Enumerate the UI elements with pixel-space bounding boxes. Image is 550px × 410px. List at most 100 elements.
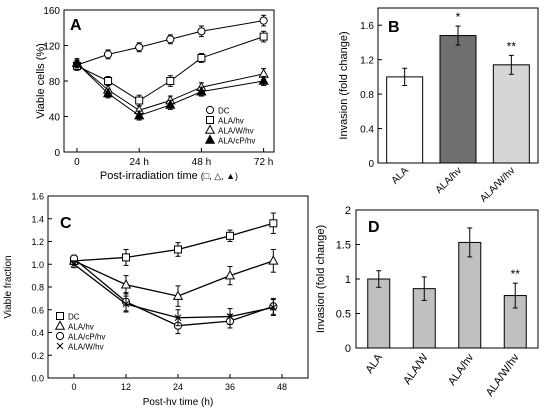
panel-c-series-line-0 bbox=[73, 222, 274, 262]
panel-d-category-label: ALA/W/hv bbox=[484, 351, 522, 398]
panel-a-point bbox=[135, 43, 144, 52]
panel-c-point bbox=[120, 279, 132, 289]
panel-a-xlabel: Post-irradiation time (□, △, ▲) bbox=[100, 170, 238, 182]
panel-c-point bbox=[122, 300, 130, 308]
panel-c-ytick-label: 1.6 bbox=[31, 192, 44, 202]
panel-a-series-line-1 bbox=[76, 36, 264, 102]
panel-d-significance: ** bbox=[511, 267, 521, 281]
panel-b-ylabel: Invasion (fold change) bbox=[338, 31, 350, 139]
panel-a-point bbox=[197, 27, 206, 36]
panel-c-legend-marker-b bbox=[56, 342, 64, 350]
panel-c-point bbox=[226, 313, 234, 320]
panel-c-point-b bbox=[174, 314, 182, 322]
panel-d-bar bbox=[458, 241, 482, 349]
panel-c-legend-marker bbox=[56, 312, 64, 320]
panel-a-point bbox=[135, 96, 144, 105]
panel-a-ytick-label: 0 bbox=[54, 148, 60, 159]
panel-c-ylabel: Viable fraction bbox=[3, 255, 14, 318]
panel-c-series-line-2 bbox=[73, 258, 274, 327]
panel-d-bar bbox=[367, 278, 391, 349]
panel-c-xtick-label: 0 bbox=[71, 382, 76, 392]
panel-c-ytick-label: 0.2 bbox=[31, 351, 44, 361]
panel-d-category-label: ALA/W bbox=[401, 351, 431, 386]
panel-a-point bbox=[259, 32, 268, 41]
panel-c-ytick-label: 1.2 bbox=[31, 237, 44, 247]
panel-a-legend-label: ALA/cP/hv bbox=[218, 137, 255, 146]
panel-a-ytick-label: 80 bbox=[49, 77, 61, 88]
panel-d-category-label: ALA bbox=[363, 351, 385, 375]
panel-a-ylabel: Viable cells (%) bbox=[35, 43, 47, 119]
panel-b-significance: ** bbox=[507, 39, 517, 53]
panel-c-ytick-label: 1.4 bbox=[31, 214, 44, 224]
panel-c-ytick-label: 0.8 bbox=[31, 283, 44, 293]
panel-b-significance: * bbox=[456, 10, 461, 24]
panel-d-ytick-label: 1.5 bbox=[336, 240, 351, 252]
panel-a-point bbox=[166, 35, 175, 44]
panel-c-ytick-label: 0.0 bbox=[31, 374, 44, 384]
panel-c-point bbox=[224, 269, 236, 280]
panel-c-point bbox=[172, 290, 184, 300]
panel-c-legend-label: ALA/W/hv bbox=[68, 343, 104, 352]
panel-d-ytick-label: 0 bbox=[345, 343, 351, 355]
panel-a-xtick-label: 48 h bbox=[192, 157, 211, 168]
panel-c-xtick-label: 36 bbox=[225, 382, 235, 392]
panel-a-point bbox=[102, 87, 114, 98]
panel-c-point bbox=[174, 314, 182, 322]
panel-b-ytick-label: 0.8 bbox=[360, 90, 374, 101]
panel-c-xlabel: Post-hv time (h) bbox=[143, 397, 214, 408]
panel-a-point bbox=[134, 109, 145, 120]
panel-d-ylabel: Invasion (fold change) bbox=[315, 225, 327, 333]
panel-b-bar bbox=[492, 64, 530, 164]
panel-a-legend-label: ALA/W/hv bbox=[218, 127, 254, 136]
panel-b-bar bbox=[439, 35, 477, 164]
panel-c-series-line-1 bbox=[73, 260, 274, 297]
panel-a-point bbox=[104, 77, 113, 85]
panel-a-point bbox=[197, 53, 206, 62]
panel-d-label: D bbox=[368, 219, 380, 236]
panel-c-point bbox=[70, 260, 78, 268]
panel-c-ytick-label: 1.0 bbox=[31, 260, 44, 270]
panel-c-ytick-label: 0.6 bbox=[31, 305, 44, 315]
panel-c-point-b bbox=[70, 260, 78, 268]
panel-a-xtick-label: 72 h bbox=[254, 157, 273, 168]
panel-a-point bbox=[259, 16, 268, 25]
panel-b-category-label: ALA bbox=[390, 165, 411, 186]
panel-a-series-line-2 bbox=[76, 62, 264, 111]
panel-a-point bbox=[258, 75, 269, 85]
panel-c-point-b bbox=[226, 313, 234, 320]
panel-c-xtick-label: 24 bbox=[173, 382, 183, 392]
panel-c-xtick-label: 48 bbox=[277, 382, 287, 392]
panel-c-point bbox=[226, 231, 234, 240]
panel-b-label: B bbox=[388, 19, 400, 36]
panel-a-legend-marker bbox=[205, 105, 215, 115]
panel-a-legend-marker bbox=[204, 134, 216, 144]
panel-d-category-label: ALA/hv bbox=[446, 351, 476, 387]
panel-c-label: C bbox=[60, 215, 72, 232]
panel-c-ytick-label: 0.4 bbox=[31, 328, 44, 338]
panel-c-point bbox=[174, 245, 182, 254]
panel-b-ytick-label: 0 bbox=[368, 159, 374, 170]
panel-c-legend-label: DC bbox=[68, 313, 80, 322]
panel-c-legend-marker bbox=[55, 331, 65, 341]
panel-a-legend-marker bbox=[204, 124, 216, 134]
panel-a-point bbox=[165, 99, 176, 109]
panel-a-legend-label: DC bbox=[218, 107, 230, 116]
panel-a-point bbox=[71, 57, 83, 68]
panel-a-point bbox=[196, 86, 207, 96]
panel-a-ytick-label: 160 bbox=[43, 6, 60, 17]
panel-c-xtick-label: 12 bbox=[121, 382, 131, 392]
panel-a-legend-marker bbox=[206, 116, 214, 124]
panel-a-point bbox=[103, 50, 113, 59]
panel-b-ytick-label: 1.2 bbox=[360, 56, 374, 67]
panel-b-bar bbox=[386, 76, 424, 164]
panel-a-xtick-label: 0 bbox=[74, 157, 80, 168]
panel-c-legend-label: ALA/hv bbox=[68, 323, 94, 332]
panel-a-xtick-label: 24 h bbox=[129, 157, 148, 168]
panel-c-legend-marker bbox=[54, 320, 66, 330]
panel-c-point bbox=[268, 255, 279, 265]
panel-c-series-line-3 bbox=[73, 263, 274, 319]
panel-a-series-line-0 bbox=[76, 20, 264, 66]
panel-d-ytick-label: 0.5 bbox=[336, 309, 351, 321]
panel-c-legend-label: ALA/cP/hv bbox=[68, 333, 105, 342]
panel-a-point bbox=[166, 77, 175, 85]
